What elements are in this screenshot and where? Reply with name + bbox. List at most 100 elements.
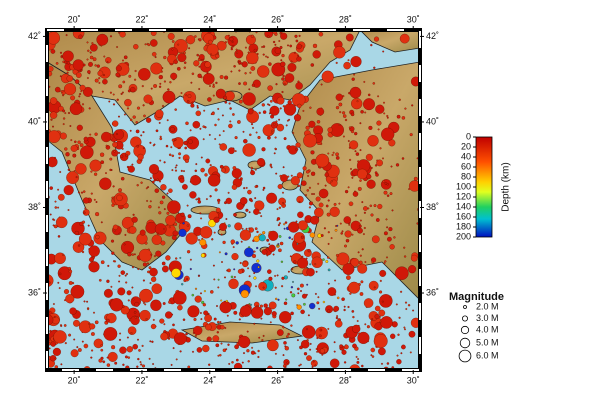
quake-dot (374, 164, 378, 167)
quake-dot (203, 310, 209, 316)
quake-dot (225, 218, 228, 220)
quake-dot (268, 276, 273, 281)
quake-dot (267, 269, 272, 274)
quake-dot (103, 327, 118, 341)
quake-dot (239, 261, 242, 265)
quake-dot (140, 181, 143, 184)
quake-dot (62, 123, 65, 126)
quake-dot (399, 33, 410, 44)
quake-dot (192, 331, 195, 334)
quake-dot (112, 93, 115, 96)
quake-dot (306, 355, 312, 361)
quake-dot (158, 121, 161, 124)
quake-dot (116, 194, 123, 202)
quake-dot (340, 232, 343, 235)
quake-dot (327, 287, 337, 296)
quake-dot (297, 257, 309, 269)
quake-dot (73, 338, 76, 341)
quake-dot (189, 191, 197, 199)
quake-dot (253, 322, 256, 325)
quake-dot (386, 226, 389, 229)
quake-dot (274, 136, 277, 139)
quake-dot (344, 244, 347, 248)
quake-dot (327, 231, 330, 234)
quake-dot (379, 147, 382, 150)
quake-dot (113, 150, 116, 153)
quake-dot (377, 128, 380, 131)
quake-dot (60, 363, 63, 366)
quake-dot (110, 285, 113, 288)
quake-dot (375, 104, 385, 114)
quake-dot (333, 350, 336, 353)
quake-dot (62, 117, 66, 120)
quake-dot (196, 104, 199, 107)
quake-dot (382, 50, 385, 53)
quake-dot (312, 50, 321, 59)
quake-dot (276, 274, 279, 277)
quake-dot (277, 184, 283, 190)
quake-dot (277, 298, 280, 301)
quake-dot (168, 226, 171, 229)
quake-dot (248, 246, 251, 249)
quake-dot (190, 81, 193, 84)
quake-dot (152, 318, 155, 321)
quake-dot (142, 147, 145, 150)
quake-dot (269, 99, 273, 103)
quake-dot (377, 203, 383, 210)
quake-dot (143, 94, 153, 104)
quake-dot (191, 101, 194, 104)
quake-dot (296, 287, 300, 291)
quake-dot (86, 300, 89, 303)
quake-dot (296, 195, 304, 204)
quake-dot (162, 302, 166, 305)
colorbar-tick-label: 20 (461, 141, 471, 151)
quake-dot (245, 227, 248, 230)
quake-dot (185, 121, 189, 126)
quake-dot (302, 166, 307, 171)
quake-dot (134, 78, 137, 81)
quake-dot (120, 240, 135, 255)
quake-dot (173, 39, 188, 54)
quake-dot (133, 311, 137, 314)
quake-dot (140, 363, 143, 366)
quake-dot (105, 172, 107, 175)
quake-dot (215, 81, 218, 85)
quake-dot (117, 151, 121, 154)
quake-dot (295, 142, 301, 148)
quake-dot (308, 201, 314, 206)
quake-dot (266, 192, 278, 204)
quake-dot (204, 61, 211, 68)
quake-dot (298, 200, 301, 203)
quake-dot (231, 168, 242, 179)
quake-dot (350, 112, 355, 117)
quake-dot (284, 345, 287, 348)
quake-dot (281, 90, 284, 94)
quake-dot (234, 49, 244, 59)
quake-dot (379, 294, 393, 308)
quake-dot (297, 220, 308, 231)
quake-dot (234, 344, 239, 350)
colorbar-tick-label: 120 (456, 191, 471, 201)
quake-dot (178, 152, 182, 156)
quake-dot (262, 231, 266, 235)
quake-dot (199, 127, 202, 130)
quake-dot (100, 160, 105, 165)
quake-dot (404, 328, 406, 331)
quake-dot (287, 100, 292, 105)
quake-dot (188, 139, 193, 145)
quake-dot (107, 351, 118, 362)
quake-dot (357, 227, 363, 234)
quake-dot (67, 111, 71, 115)
quake-dot (382, 180, 386, 183)
quake-dot (342, 263, 355, 275)
quake-dot (397, 333, 400, 336)
quake-dot (127, 356, 131, 359)
quake-dot (59, 171, 62, 173)
quake-dot (63, 324, 67, 327)
quake-dot (223, 95, 227, 100)
quake-dot (258, 336, 261, 339)
quake-dot (391, 209, 394, 212)
quake-dot (174, 166, 177, 169)
quake-dot (134, 316, 137, 319)
quake-dot (349, 140, 359, 150)
